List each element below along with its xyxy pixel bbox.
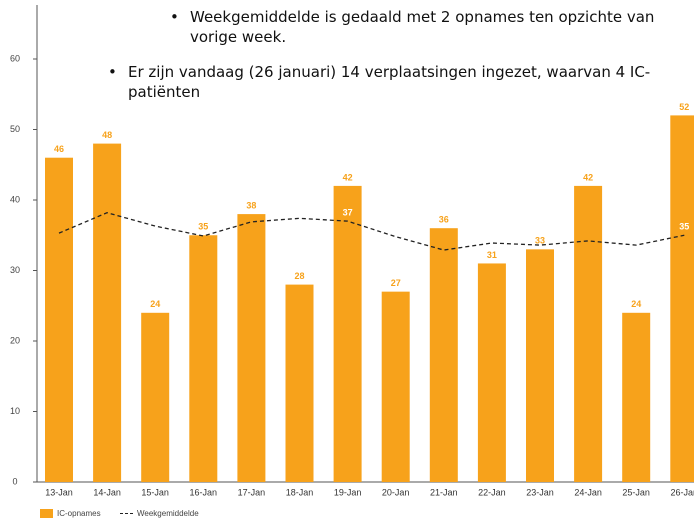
data-label: 42 [583, 172, 593, 182]
y-tick-label: 30 [10, 265, 20, 275]
data-label: 37 [343, 208, 353, 218]
x-tick-label: 25-Jan [622, 487, 650, 497]
x-tick-label: 16-Jan [190, 487, 218, 497]
x-tick-label: 20-Jan [382, 487, 410, 497]
bar [189, 235, 218, 482]
y-tick-label: 60 [10, 53, 20, 63]
data-label: 33 [535, 236, 545, 246]
data-label: 46 [54, 144, 64, 154]
data-label: 35 [679, 222, 689, 232]
x-tick-label: 15-Jan [141, 487, 169, 497]
bar [45, 157, 73, 482]
x-tick-label: 13-Jan [45, 487, 73, 497]
annotation: Er zijn vandaag (26 januari) 14 verplaat… [108, 62, 683, 102]
bar [670, 115, 694, 483]
x-tick-label: 18-Jan [286, 487, 314, 497]
x-tick-label: 14-Jan [93, 487, 121, 497]
legend-swatch [40, 509, 53, 518]
x-tick-label: 24-Jan [574, 487, 602, 497]
annotation: Weekgemiddelde is gedaald met 2 opnames … [170, 7, 690, 47]
data-label: 28 [294, 271, 304, 281]
data-label: 48 [102, 130, 112, 140]
data-label: 24 [631, 299, 641, 309]
y-tick-label: 10 [10, 406, 20, 416]
data-label: 35 [198, 222, 208, 232]
y-tick-label: 0 [12, 476, 17, 486]
x-tick-label: 22-Jan [478, 487, 506, 497]
data-label: 27 [391, 278, 401, 288]
legend-label: Weekgemiddelde [137, 509, 199, 518]
bar [93, 143, 122, 482]
bar [285, 284, 314, 482]
x-tick-label: 17-Jan [238, 487, 266, 497]
bar [429, 228, 458, 482]
data-label: 24 [150, 299, 160, 309]
bar [622, 312, 651, 482]
x-tick-label: 23-Jan [526, 487, 554, 497]
legend-label: IC-opnames [57, 509, 101, 518]
data-label: 31 [487, 250, 497, 260]
x-tick-label: 19-Jan [334, 487, 362, 497]
data-label: 38 [246, 200, 256, 210]
data-label: 42 [343, 172, 353, 182]
line [58, 212, 685, 251]
bar [237, 214, 266, 482]
bar [574, 185, 603, 482]
bar [526, 249, 554, 482]
x-tick-label: 26-Jan [671, 487, 694, 497]
y-tick-label: 40 [10, 194, 20, 204]
bar [333, 185, 362, 482]
x-tick-label: 21-Jan [430, 487, 458, 497]
bar [141, 312, 170, 482]
data-label: 52 [679, 102, 689, 112]
bar [381, 291, 410, 482]
bar [477, 263, 506, 482]
y-tick-label: 50 [10, 124, 20, 134]
y-tick-label: 20 [10, 335, 20, 345]
data-label: 36 [439, 215, 449, 225]
